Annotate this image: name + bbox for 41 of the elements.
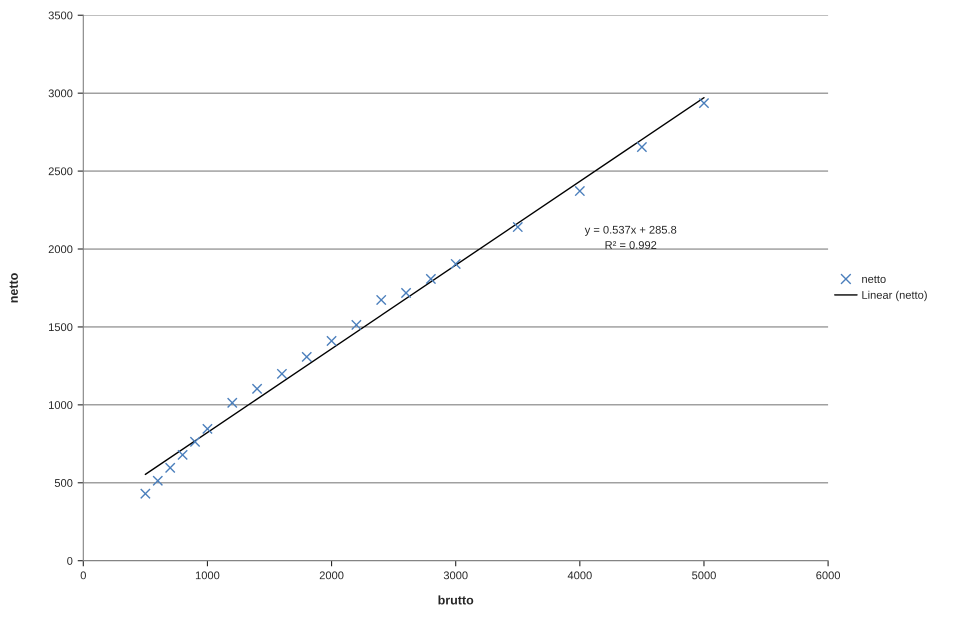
x-axis-title: brutto [438,595,474,605]
x-tick-label: 2000 [320,571,344,580]
point [376,294,387,306]
point [326,336,337,346]
point [152,475,164,486]
y-tick-label: 1500 [49,323,72,332]
point [512,222,524,232]
x-tick-label: 3000 [444,571,468,580]
x-tick-label: 1000 [196,571,220,580]
point [351,320,362,330]
point [164,462,176,474]
y-tick-label: 0 [67,556,72,565]
point [426,274,436,284]
annotation: y = 0.537x + 285.8 [584,226,676,236]
point [177,450,188,460]
y-tick-label: 2500 [48,167,72,176]
point [698,98,710,108]
y-tick-label: 500 [54,479,72,487]
y-tick-label: 2000 [48,245,72,254]
point [450,258,462,270]
y-tick-label: 3500 [48,12,72,20]
point [252,383,262,394]
x-tick-label: 6000 [816,571,840,580]
x-tick-label: 5000 [692,571,716,580]
legend-label: netto [862,276,886,283]
legend-label: Linear (netto) [862,290,927,302]
x-tick-label: 0 [80,571,86,580]
point [140,488,151,500]
x-tick-label: 4000 [568,571,592,580]
point [301,352,312,362]
annotation: R² = 0.992 [606,241,656,249]
y-tick-label: 3000 [48,89,72,98]
y-axis-title: netto [10,273,18,302]
point [400,288,412,298]
point [226,397,238,408]
point [636,142,648,152]
point [574,186,586,196]
point [202,424,213,434]
point [190,436,200,448]
y-tick-label: 1000 [49,401,72,409]
point [276,368,288,380]
